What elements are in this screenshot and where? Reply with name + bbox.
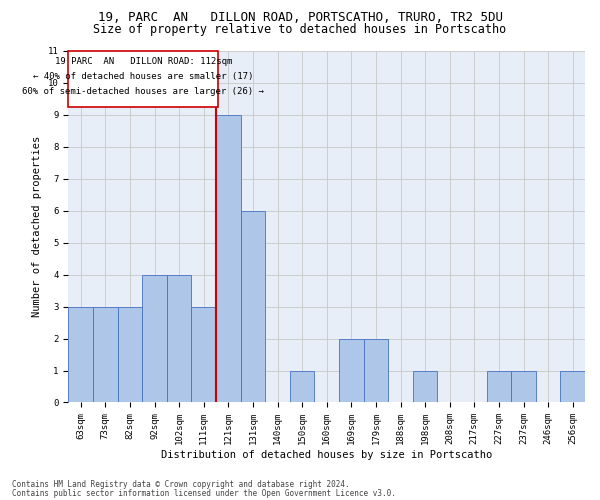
Bar (142, 274, 167, 402)
Bar (290, 370, 314, 402)
Bar (364, 338, 388, 402)
Text: Contains public sector information licensed under the Open Government Licence v3: Contains public sector information licen… (12, 488, 396, 498)
Text: 19, PARC  AN   DILLON ROAD, PORTSCATHO, TRURO, TR2 5DU: 19, PARC AN DILLON ROAD, PORTSCATHO, TRU… (97, 11, 503, 24)
X-axis label: Distribution of detached houses by size in Portscatho: Distribution of detached houses by size … (161, 450, 493, 460)
Bar (413, 370, 437, 402)
Bar (560, 370, 585, 402)
Y-axis label: Number of detached properties: Number of detached properties (32, 136, 43, 318)
Bar (511, 370, 536, 402)
Bar (487, 370, 511, 402)
Bar (191, 306, 216, 402)
Text: Contains HM Land Registry data © Crown copyright and database right 2024.: Contains HM Land Registry data © Crown c… (12, 480, 350, 489)
Bar (93, 306, 118, 402)
Bar (241, 211, 265, 402)
Bar (216, 115, 241, 403)
FancyBboxPatch shape (68, 51, 218, 107)
Bar (339, 338, 364, 402)
Text: 60% of semi-detached houses are larger (26) →: 60% of semi-detached houses are larger (… (22, 88, 265, 96)
Bar (167, 274, 191, 402)
Text: Size of property relative to detached houses in Portscatho: Size of property relative to detached ho… (94, 22, 506, 36)
Text: ← 40% of detached houses are smaller (17): ← 40% of detached houses are smaller (17… (33, 72, 254, 81)
Text: 19 PARC  AN   DILLON ROAD: 112sqm: 19 PARC AN DILLON ROAD: 112sqm (55, 56, 232, 66)
Bar (68, 306, 93, 402)
Bar (118, 306, 142, 402)
